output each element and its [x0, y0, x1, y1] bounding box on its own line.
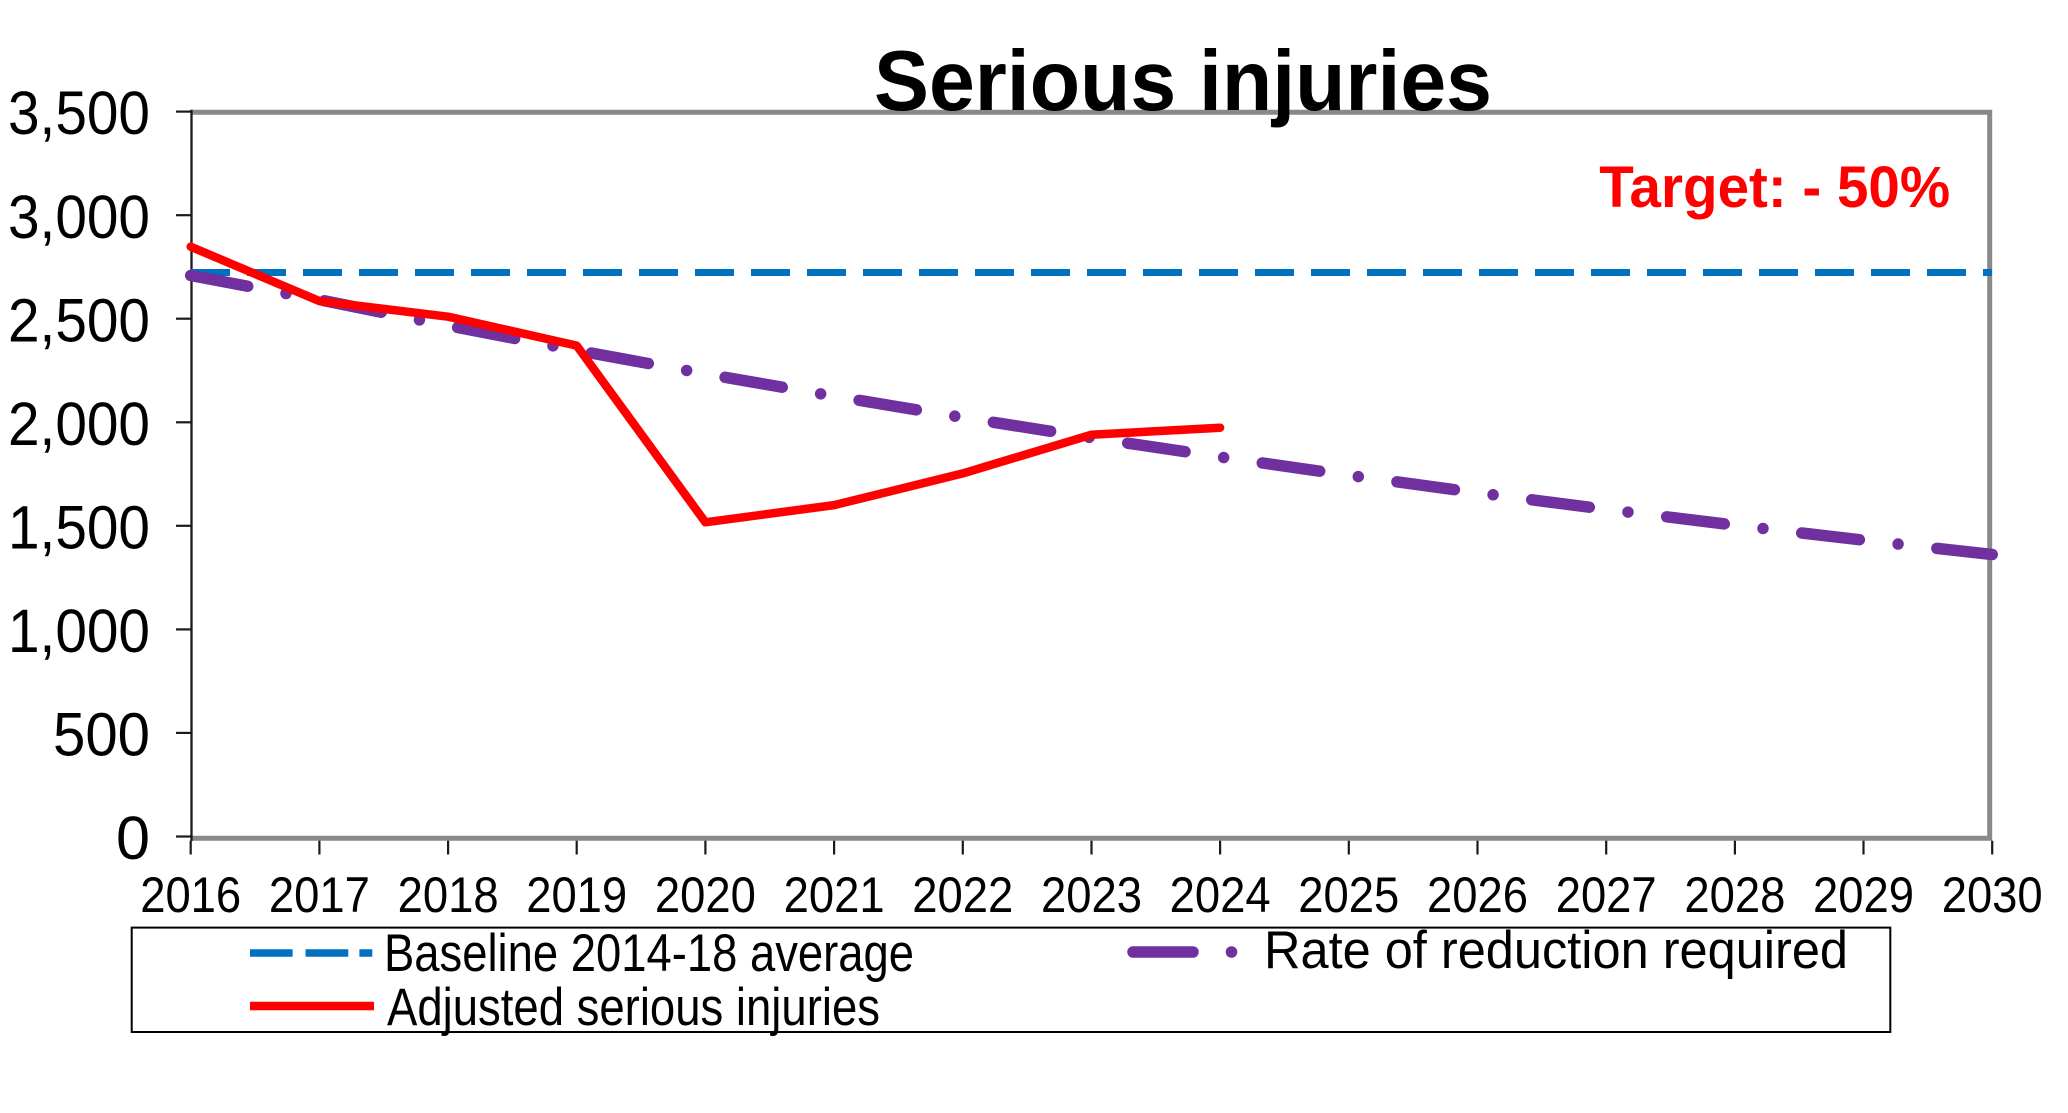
svg-text:2,000: 2,000	[8, 390, 150, 458]
svg-text:2029: 2029	[1813, 867, 1914, 923]
svg-text:500: 500	[53, 701, 150, 769]
svg-text:2020: 2020	[655, 867, 756, 923]
svg-text:3,000: 3,000	[8, 183, 150, 251]
svg-text:Adjusted serious injuries: Adjusted serious injuries	[387, 978, 880, 1037]
svg-text:2028: 2028	[1684, 867, 1785, 923]
svg-text:2024: 2024	[1170, 867, 1271, 923]
svg-text:2,500: 2,500	[8, 286, 150, 354]
svg-text:2021: 2021	[784, 867, 885, 923]
svg-text:2022: 2022	[912, 867, 1013, 923]
svg-text:1,500: 1,500	[8, 493, 150, 561]
svg-text:1,000: 1,000	[8, 597, 150, 665]
svg-text:2017: 2017	[269, 867, 370, 923]
svg-text:3,500: 3,500	[8, 79, 150, 147]
svg-text:2027: 2027	[1556, 867, 1657, 923]
svg-text:Baseline 2014-18 average: Baseline 2014-18 average	[384, 924, 914, 983]
svg-text:2030: 2030	[1942, 867, 2043, 923]
svg-text:Serious injuries: Serious injuries	[874, 34, 1492, 129]
svg-text:Target: - 50%: Target: - 50%	[1599, 155, 1950, 220]
svg-text:0: 0	[116, 804, 150, 872]
svg-text:2025: 2025	[1298, 867, 1399, 923]
svg-text:2023: 2023	[1041, 867, 1142, 923]
svg-text:2019: 2019	[526, 867, 627, 923]
svg-text:2026: 2026	[1427, 867, 1528, 923]
svg-text:2016: 2016	[140, 867, 241, 923]
svg-text:2018: 2018	[398, 867, 499, 923]
svg-text:Rate of reduction required: Rate of reduction required	[1264, 921, 1848, 980]
